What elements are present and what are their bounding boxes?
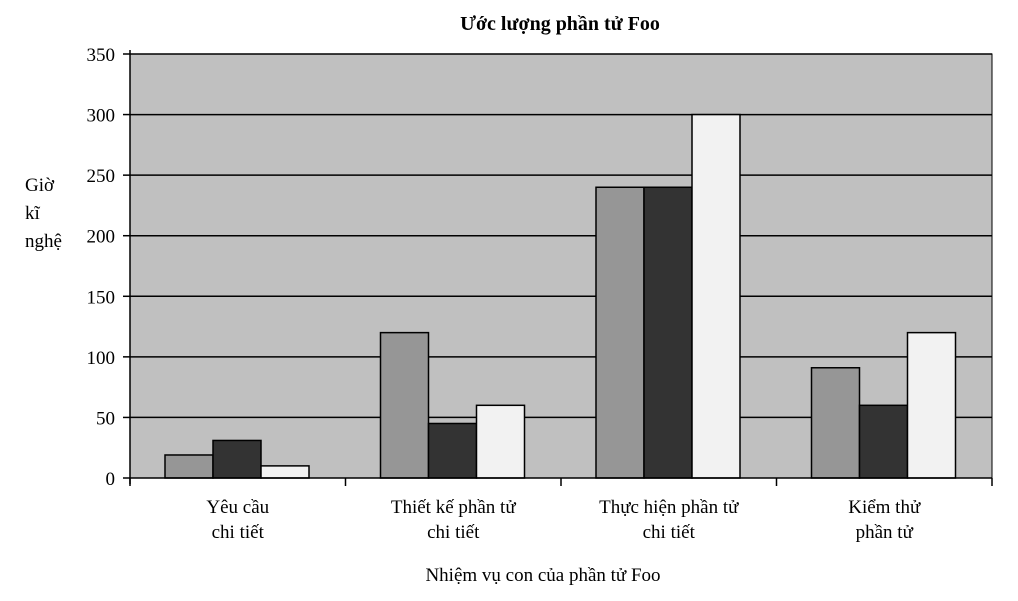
bar-s3-c4 xyxy=(906,331,957,479)
y-tick-label: 150 xyxy=(87,287,116,308)
y-tick-label: 250 xyxy=(87,166,116,187)
bar-s2-c3 xyxy=(643,186,693,479)
y-tick-labels: 0 50 100 150 200 250 300 350 xyxy=(87,45,116,490)
category-label: Thực hiện phần tử chi tiết xyxy=(599,497,739,543)
category-label: Kiểm thử phần tử xyxy=(848,497,921,543)
bar-s3-c3 xyxy=(691,113,741,479)
axes xyxy=(123,50,993,486)
y-tick-label: 0 xyxy=(106,469,116,490)
bar-s1-c2 xyxy=(379,331,430,479)
bar-s2-c4 xyxy=(858,404,909,479)
bar-s3-c2 xyxy=(475,404,526,479)
y-tick-label: 100 xyxy=(87,348,116,369)
y-tick-label: 350 xyxy=(87,45,116,66)
x-axis-label: Nhiệm vụ con của phần tử Foo xyxy=(425,565,660,586)
bar-s1-c4 xyxy=(810,367,861,479)
y-tick-label: 300 xyxy=(87,106,116,127)
y-tick-label: 200 xyxy=(87,227,116,248)
bar-s3-c1 xyxy=(260,465,310,479)
category-labels: Yêu cầu chi tiết Thiết kế phần tử chi tiết T… xyxy=(206,497,921,543)
bar-s2-c1 xyxy=(212,439,262,479)
bar-s1-c3 xyxy=(595,186,645,479)
bar-s2-c2 xyxy=(427,422,478,479)
bar-s1-c1 xyxy=(164,454,214,479)
y-tick-label: 50 xyxy=(96,408,115,429)
y-axis-label: Giờ kĩ nghệ xyxy=(25,175,62,252)
category-label: Thiết kế phần tử chi tiết xyxy=(391,497,516,543)
category-label: Yêu cầu chi tiết xyxy=(206,497,269,543)
chart-title: Ước lượng phần tử Foo xyxy=(460,13,660,35)
